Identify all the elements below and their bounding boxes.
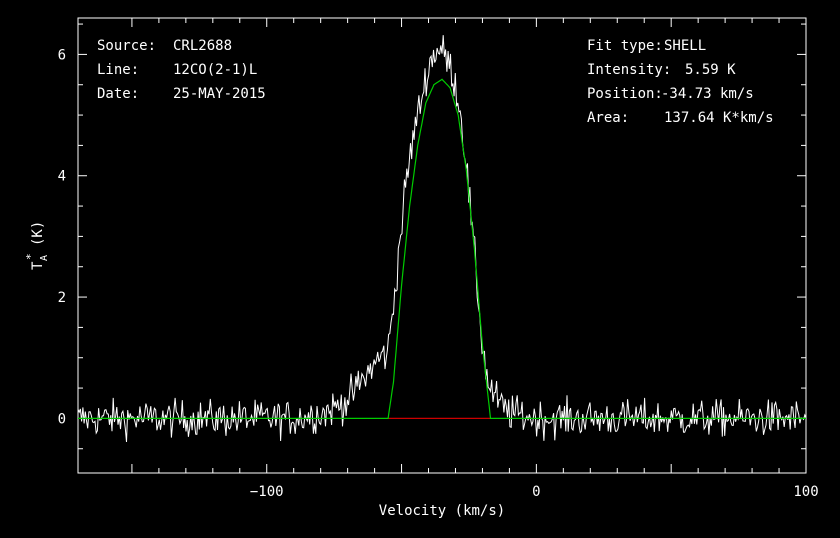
- tick-labels: −100 0 100 0 2 4 6: [58, 47, 819, 500]
- x-tick-label: 0: [532, 484, 540, 500]
- position-label: Position:: [587, 86, 663, 102]
- intensity-label: Intensity:: [587, 62, 671, 78]
- date-value: 25-MAY-2015: [173, 86, 266, 102]
- y-axis-label-unit: (K): [30, 221, 46, 246]
- plot-frame: [77, 17, 807, 474]
- source-label: Source:: [97, 38, 156, 54]
- axis-ticks: [78, 18, 807, 473]
- line-label: Line:: [97, 62, 139, 78]
- x-tick-label: −100: [250, 484, 284, 500]
- spectrum-series: [77, 35, 807, 443]
- position-value: -34.73 km/s: [661, 86, 754, 102]
- y-tick-label: 4: [58, 169, 66, 185]
- y-tick-label: 2: [58, 290, 66, 306]
- intensity-value: 5.59 K: [685, 62, 736, 78]
- fit-type-label: Fit type:: [587, 38, 663, 54]
- y-axis-label: T A * (K): [24, 221, 50, 270]
- fit-type-value: SHELL: [664, 38, 706, 54]
- source-value: CRL2688: [173, 38, 232, 54]
- fit-line: [78, 78, 806, 419]
- date-label: Date:: [97, 86, 139, 102]
- y-axis-label-sub: A: [39, 255, 50, 261]
- x-axis-label: Velocity (km/s): [379, 503, 505, 519]
- area-label: Area:: [587, 110, 629, 126]
- y-axis-label-sup: *: [24, 253, 37, 260]
- y-tick-label: 0: [58, 411, 66, 427]
- x-tick-label: 100: [793, 484, 818, 500]
- spectrum-line: [77, 35, 807, 443]
- y-tick-label: 6: [58, 47, 66, 63]
- area-value: 137.64 K*km/s: [664, 110, 774, 126]
- fit-series: [78, 78, 806, 419]
- line-value: 12CO(2-1)L: [173, 62, 257, 78]
- y-axis-label-main: T: [30, 261, 46, 270]
